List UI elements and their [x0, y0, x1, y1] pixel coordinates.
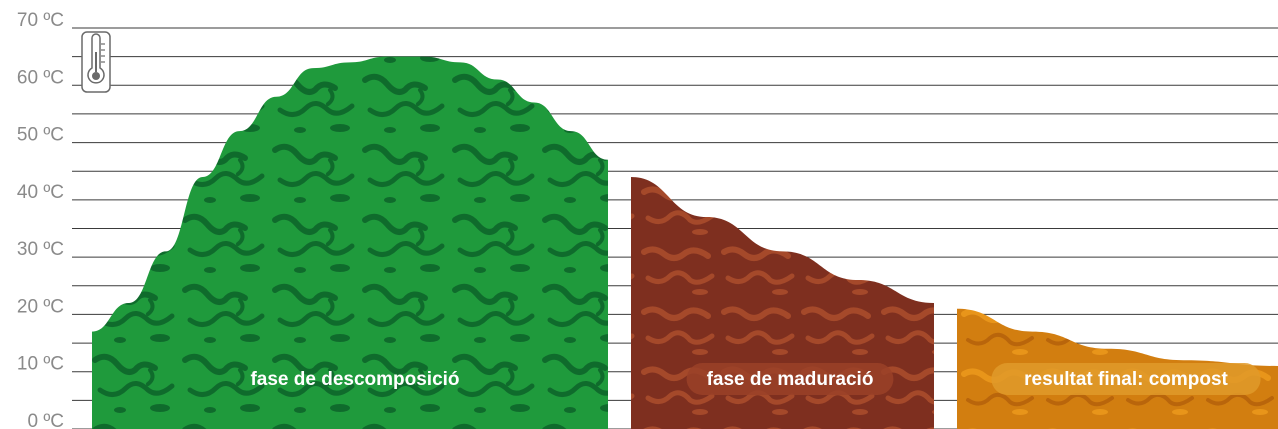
y-tick-label: 60 ºC	[17, 67, 64, 88]
y-tick-label: 10 ºC	[17, 354, 64, 375]
y-tick-label: 70 ºC	[17, 10, 64, 31]
y-tick-label: 40 ºC	[17, 182, 64, 203]
label-pill	[991, 363, 1261, 395]
thermometer-icon	[81, 31, 111, 93]
phase-label-fase-de-descomposici: fase de descomposició	[250, 369, 459, 390]
y-axis-ticks: 0 ºC 10 ºC 20 ºC 30 ºC 40 ºC 50 ºC 60 ºC 70 ºC	[17, 10, 64, 429]
label-pill	[686, 363, 894, 395]
phase-label-fase-de-maduraci: fase de maduració	[707, 369, 874, 390]
phase-labels: fase de descomposició fase de maduració re…	[250, 363, 1261, 395]
y-tick-label: 0 ºC	[27, 411, 64, 429]
area-fase-de-descomposici	[92, 56, 608, 429]
y-tick-label: 50 ºC	[17, 125, 64, 146]
y-tick-label: 30 ºC	[17, 239, 64, 260]
phase-label-resultat-final-compost: resultat final: compost	[1024, 369, 1228, 390]
y-tick-label: 20 ºC	[17, 296, 64, 317]
